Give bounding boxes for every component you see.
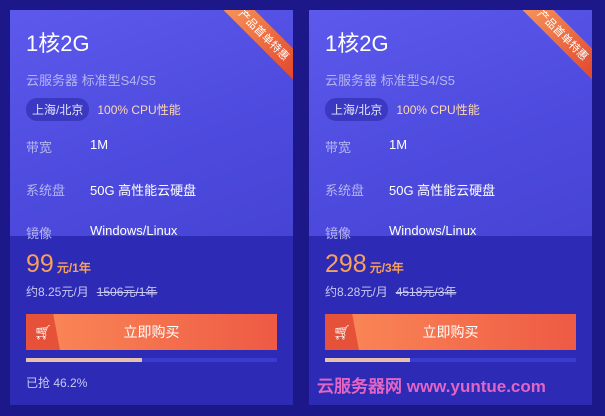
monthly-price: 约8.28元/月 [325, 285, 388, 299]
sold-progress-fill [26, 358, 142, 362]
price-unit: 元/3年 [369, 261, 404, 275]
spec-row: 带宽 1M [325, 137, 576, 156]
spec-key: 带宽 [26, 140, 53, 155]
sold-percentage: 已抢 46.2% [26, 376, 88, 390]
spec-row: 系统盘 50G 高性能云硬盘 [325, 180, 576, 199]
cpu-label: 100% CPU性能 [396, 103, 480, 117]
cart-icon: 🛒︎ [26, 314, 60, 350]
buy-now-button[interactable]: 🛒︎ 立即购买 [325, 314, 576, 350]
original-price: 4518元/3年 [395, 285, 457, 299]
spec-key: 镜像 [325, 226, 352, 241]
product-card: 产品首单特惠 1核2G 云服务器 标准型S4/S5 上海/北京 100% CPU性… [10, 10, 293, 405]
spec-value: 50G 高性能云硬盘 [90, 183, 197, 198]
region-tag: 上海/北京 [26, 98, 90, 121]
price-value: 298 [325, 250, 367, 278]
spec-value: 50G 高性能云硬盘 [389, 183, 496, 198]
card-header: 产品首单特惠 1核2G 云服务器 标准型S4/S5 上海/北京 100% CPU性… [309, 10, 592, 241]
spec-key: 镜像 [26, 226, 53, 241]
sold-progress-bar [26, 358, 277, 362]
plan-subtitle: 云服务器 标准型S4/S5 [325, 73, 456, 88]
plan-title: 1核2G [26, 31, 90, 56]
spec-value: Windows/Linux [90, 223, 178, 238]
price-unit: 元/1年 [56, 261, 91, 275]
product-card: 产品首单特惠 1核2G 云服务器 标准型S4/S5 上海/北京 100% CPU性… [309, 10, 592, 405]
plan-subtitle: 云服务器 标准型S4/S5 [26, 73, 157, 88]
watermark: 云服务器网 www.yuntue.com [317, 377, 546, 396]
plan-title: 1核2G [325, 31, 389, 56]
spec-value: 1M [389, 137, 408, 152]
cart-icon: 🛒︎ [325, 314, 359, 350]
spec-row: 系统盘 50G 高性能云硬盘 [26, 180, 277, 199]
monthly-price: 约8.25元/月 [26, 285, 89, 299]
spec-key: 系统盘 [325, 183, 365, 198]
spec-row: 镜像 Windows/Linux [26, 223, 277, 242]
price-value: 99 [26, 250, 54, 278]
buy-label: 立即购买 [422, 324, 479, 340]
spec-value: 1M [90, 137, 109, 152]
spec-key: 系统盘 [26, 183, 66, 198]
region-tag: 上海/北京 [325, 98, 389, 121]
sold-progress-bar [325, 358, 576, 362]
price: 298 元/3年 [325, 250, 576, 279]
spec-key: 带宽 [325, 140, 352, 155]
price: 99 元/1年 [26, 250, 277, 279]
spec-value: Windows/Linux [389, 223, 477, 238]
spec-row: 镜像 Windows/Linux [325, 223, 576, 242]
cpu-label: 100% CPU性能 [97, 103, 181, 117]
card-header: 产品首单特惠 1核2G 云服务器 标准型S4/S5 上海/北京 100% CPU性… [10, 10, 293, 241]
spec-row: 带宽 1M [26, 137, 277, 156]
buy-now-button[interactable]: 🛒︎ 立即购买 [26, 314, 277, 350]
buy-label: 立即购买 [123, 324, 180, 340]
sold-progress-fill [325, 358, 411, 362]
original-price: 1506元/1年 [96, 285, 158, 299]
